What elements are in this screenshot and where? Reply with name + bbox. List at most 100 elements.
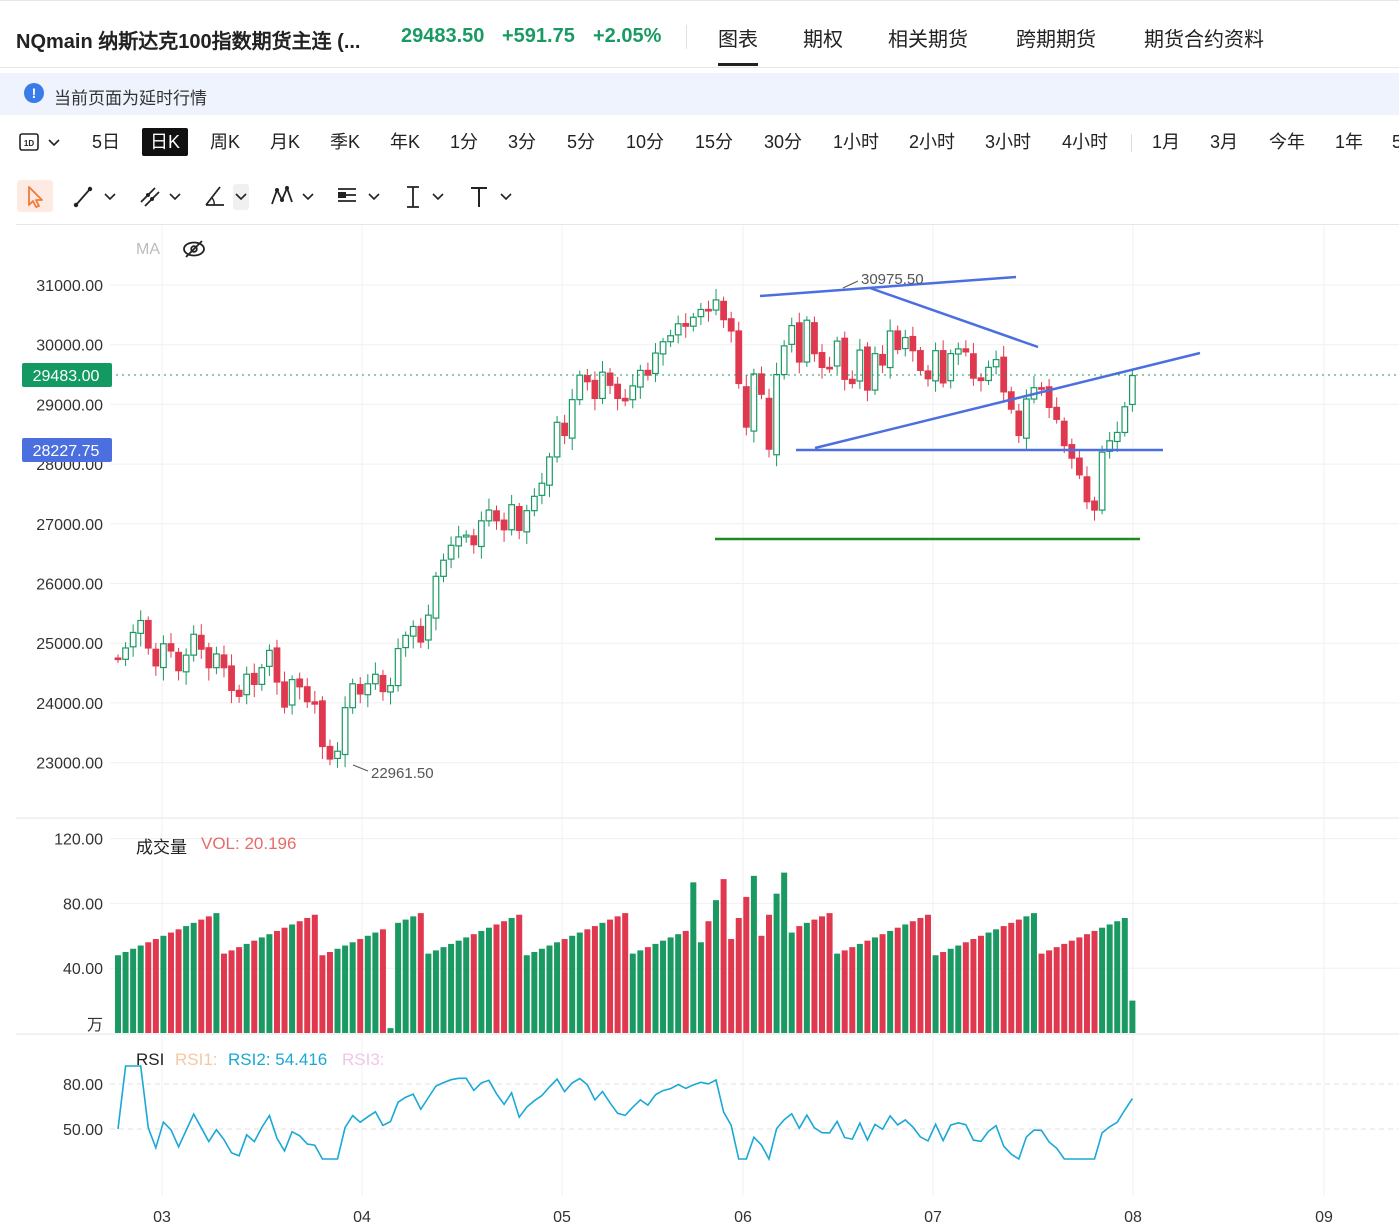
range-ytd[interactable]: 今年 (1269, 132, 1305, 152)
eye-hidden-icon[interactable] (182, 238, 208, 260)
chart-labels: 31000.0030000.0029000.0028000.0027000.00… (22, 271, 1399, 1226)
volume-bar (523, 955, 530, 1033)
volume-bar (432, 950, 439, 1033)
candle-body (228, 665, 235, 691)
channel-tool[interactable] (137, 180, 185, 212)
volume-bar (251, 940, 258, 1033)
candle-body (326, 745, 334, 760)
candle-body (409, 625, 417, 637)
volume-bar (1061, 943, 1068, 1033)
ascending-trend-line (814, 351, 1201, 450)
candle-body (349, 683, 357, 709)
text-tool[interactable] (466, 180, 514, 212)
candle-body (1038, 387, 1045, 390)
volume-bar (977, 935, 984, 1033)
volume-bar (970, 939, 977, 1033)
range-1m[interactable]: 1月 (1152, 132, 1181, 152)
volume-bar (1121, 917, 1128, 1033)
tf-15min[interactable]: 15分 (695, 132, 734, 152)
volume-bar (531, 952, 538, 1033)
volume-bar (607, 919, 614, 1033)
tf-30min[interactable]: 30分 (764, 132, 803, 152)
candle-body (788, 324, 796, 345)
tab-contract-info[interactable]: 期货合约资料 (1144, 29, 1264, 51)
price-chart[interactable]: 31000.0030000.0029000.0028000.0027000.00… (0, 217, 1399, 1227)
candle-body (992, 359, 1000, 368)
volume-bar (478, 930, 485, 1033)
candle-body (538, 482, 546, 496)
volume-bar (962, 942, 969, 1033)
volume-bar (856, 943, 863, 1033)
fib-tool[interactable] (334, 180, 382, 212)
tf-4h[interactable]: 4小时 (1062, 132, 1109, 152)
price-tick-label: 23000.00 (36, 756, 103, 773)
tf-monthly[interactable]: 月K (270, 132, 301, 152)
tab-options[interactable]: 期权 (803, 29, 843, 51)
volume-bar (1076, 937, 1083, 1033)
upper-trend-line (759, 275, 1017, 298)
candle-body (614, 383, 622, 400)
tf-3min[interactable]: 3分 (508, 132, 537, 152)
volume-bar (485, 927, 492, 1033)
tf-quarterly[interactable]: 季K (330, 132, 361, 152)
cursor-tool[interactable] (17, 180, 53, 212)
candle-body (455, 536, 463, 547)
tf-yearly[interactable]: 年K (390, 132, 421, 152)
volume-bar (1091, 930, 1098, 1033)
candle-body (288, 679, 296, 706)
ma-indicator-label[interactable]: MA (136, 241, 160, 258)
tf-weekly[interactable]: 周K (210, 132, 241, 152)
range-5y[interactable]: 5 (1392, 132, 1399, 152)
angle-tool[interactable] (202, 180, 252, 212)
price-tick-label: 30000.00 (36, 338, 103, 355)
candle-body (652, 352, 659, 375)
range-1y[interactable]: 1年 (1335, 132, 1364, 152)
tf-5min[interactable]: 5分 (567, 132, 596, 152)
candle-body (447, 544, 455, 560)
volume-bar (379, 929, 386, 1033)
candle-body (1015, 410, 1023, 437)
volume-bar (213, 913, 220, 1033)
candle-body (621, 397, 629, 402)
trend-line-tool[interactable] (70, 180, 118, 212)
range-3m[interactable]: 3月 (1210, 132, 1239, 152)
tf-1h[interactable]: 1小时 (833, 132, 880, 152)
volume-bar (932, 955, 939, 1033)
volume-bar (781, 872, 788, 1033)
volume-unit-label: 万 (87, 1017, 103, 1034)
candle-body (917, 350, 924, 371)
candle-body (591, 379, 599, 400)
interval-dropdown[interactable]: 1D (18, 128, 64, 156)
tf-2h[interactable]: 2小时 (909, 132, 956, 152)
volume-bar (1015, 919, 1022, 1033)
candle-body (424, 614, 432, 641)
candle-body (773, 373, 780, 456)
volume-bar (493, 924, 500, 1033)
svg-text:1D: 1D (24, 139, 34, 148)
volume-bar (811, 919, 818, 1033)
tf-10min[interactable]: 10分 (626, 132, 665, 152)
candle-body (894, 330, 902, 351)
candle-body (432, 575, 440, 619)
tf-3h[interactable]: 3小时 (985, 132, 1032, 152)
trend-line-icon (73, 186, 116, 208)
candle-body (568, 399, 576, 439)
candle-body (470, 535, 478, 546)
tf-daily[interactable]: 日K (142, 128, 189, 156)
tab-related-futures[interactable]: 相关期货 (888, 29, 968, 51)
tf-5d[interactable]: 5日 (92, 132, 121, 152)
volume-bar (599, 922, 606, 1033)
tab-calendar-spread[interactable]: 跨期期货 (1016, 29, 1096, 51)
volume-bar (198, 919, 205, 1033)
last-price: 29483.50 (401, 25, 485, 47)
candle-body (954, 348, 962, 355)
candle-body (523, 510, 531, 533)
tab-chart[interactable]: 图表 (718, 23, 758, 66)
tf-1min[interactable]: 1分 (450, 132, 479, 152)
pattern-icon (271, 185, 314, 205)
channel-icon (140, 187, 181, 207)
pattern-tool[interactable] (268, 180, 316, 212)
volume-bar (796, 926, 803, 1033)
text-cursor-tool[interactable] (400, 180, 448, 212)
drawing-toolbar (0, 176, 1399, 216)
